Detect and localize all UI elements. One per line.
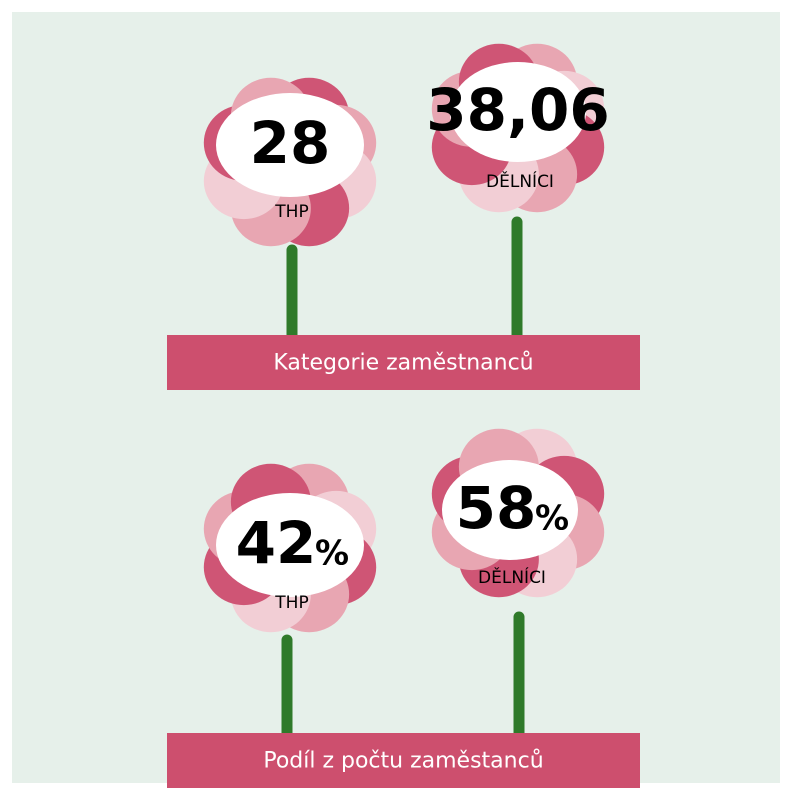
value: 58 xyxy=(456,474,537,542)
label: DĚLNÍCI xyxy=(486,170,554,192)
value: 38,06 xyxy=(426,76,609,144)
value: 42 xyxy=(236,509,317,577)
value: 28 xyxy=(250,109,331,177)
label: THP xyxy=(274,202,308,222)
label: DĚLNÍCI xyxy=(478,566,546,588)
unit: % xyxy=(535,499,569,539)
label: THP xyxy=(274,593,308,613)
infographic: 28 THP 38,06 DĚLNÍCI Kategorie zaměstnanců 42… xyxy=(0,0,792,795)
unit: % xyxy=(315,534,349,574)
banner-title: Podíl z počtu zaměstanců xyxy=(263,749,543,774)
banner-title: Kategorie zaměstnanců xyxy=(273,351,533,376)
background xyxy=(12,12,780,783)
